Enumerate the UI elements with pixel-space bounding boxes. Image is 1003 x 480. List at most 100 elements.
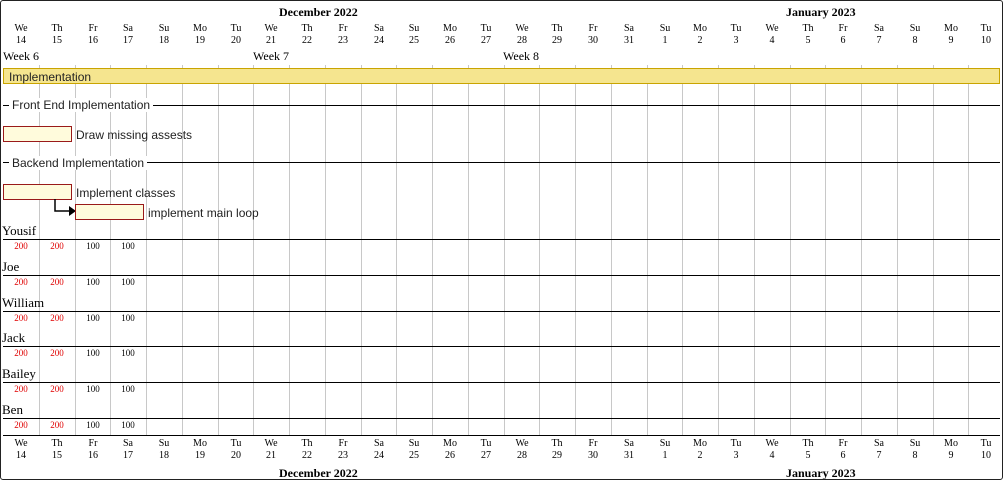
day-number: 4 (769, 35, 775, 46)
resource-row-line (3, 239, 1000, 240)
day-name: Su (659, 23, 671, 34)
group-bar-implementation[interactable] (3, 68, 1000, 84)
day-number: 17 (123, 450, 133, 461)
day-name: We (765, 438, 779, 449)
day-number: 31 (624, 35, 634, 46)
day-number: 23 (338, 450, 348, 461)
day-number: 14 (16, 450, 26, 461)
resource-load-overallocated: 200 (50, 348, 64, 358)
day-name: Th (802, 438, 814, 449)
resource-load: 100 (121, 241, 135, 251)
day-number: 14 (16, 35, 26, 46)
day-number: 3 (733, 450, 739, 461)
day-number: 6 (840, 35, 846, 46)
day-number: 8 (912, 35, 918, 46)
day-number: 10 (981, 450, 991, 461)
resource-name[interactable]: Bailey (2, 366, 36, 381)
day-name: Tu (980, 23, 992, 34)
week-label: Week 6 (3, 49, 40, 63)
day-name: Fr (88, 23, 98, 34)
day-grid-line (39, 65, 40, 435)
day-number: 25 (409, 35, 419, 46)
day-number: 5 (805, 450, 811, 461)
day-number: 24 (374, 450, 384, 461)
resource-load-overallocated: 200 (14, 348, 28, 358)
day-name: Mo (944, 438, 958, 449)
group-label-backend[interactable]: Backend Implementation (9, 156, 148, 170)
day-grid-line (825, 65, 826, 435)
task-bar-main-loop[interactable] (75, 204, 144, 220)
day-name: Tu (730, 438, 742, 449)
day-name: We (14, 23, 28, 34)
day-name: Tu (230, 23, 242, 34)
day-name: Su (158, 438, 170, 449)
group-label-frontend[interactable]: Front End Implementation (9, 98, 154, 112)
day-name: Fr (88, 438, 98, 449)
day-number: 20 (231, 35, 241, 46)
day-number: 17 (123, 35, 133, 46)
day-name: Fr (838, 23, 848, 34)
resource-load-overallocated: 200 (14, 420, 28, 430)
day-number: 22 (302, 35, 312, 46)
day-number: 30 (588, 35, 598, 46)
day-number: 27 (481, 35, 491, 46)
task-bar-implement-classes[interactable] (3, 184, 72, 200)
day-grid-line (718, 65, 719, 435)
resource-row-line (3, 382, 1000, 383)
day-name: Tu (230, 438, 242, 449)
resource-name[interactable]: Ben (2, 402, 23, 417)
day-name: Su (408, 23, 420, 34)
resource-load-overallocated: 200 (50, 384, 64, 394)
day-name: We (264, 23, 278, 34)
resource-row-line (3, 418, 1000, 419)
resource-load-overallocated: 200 (50, 313, 64, 323)
day-grid-line (647, 65, 648, 435)
resource-load: 100 (86, 384, 100, 394)
day-name: Mo (443, 23, 457, 34)
day-number: 31 (624, 450, 634, 461)
resource-name[interactable]: William (2, 295, 45, 310)
day-number: 8 (912, 450, 918, 461)
resource-name[interactable]: Jack (2, 330, 26, 345)
day-grid-line (575, 65, 576, 435)
day-grid-line (432, 65, 433, 435)
resource-load: 100 (121, 348, 135, 358)
resource-name[interactable]: Joe (2, 259, 20, 274)
day-name: Sa (123, 438, 133, 449)
day-number: 7 (876, 450, 882, 461)
group-line-backend (3, 162, 1000, 163)
group-label-implementation: Implementation (9, 70, 92, 84)
day-name: Fr (338, 23, 348, 34)
month-label: January 2023 (786, 5, 856, 19)
day-name: Mo (944, 23, 958, 34)
day-name: Th (51, 438, 63, 449)
task-label-draw-assets: Draw missing assests (76, 128, 193, 142)
day-number: 23 (338, 35, 348, 46)
day-number: 26 (445, 35, 455, 46)
resource-load-overallocated: 200 (14, 313, 28, 323)
month-label: December 2022 (279, 466, 358, 480)
day-number: 30 (588, 450, 598, 461)
day-number: 5 (805, 35, 811, 46)
resource-load: 100 (121, 384, 135, 394)
task-bar-draw-assets[interactable] (3, 126, 72, 142)
month-label: January 2023 (786, 466, 856, 480)
day-number: 18 (159, 35, 169, 46)
day-grid-line (325, 65, 326, 435)
day-name: Sa (874, 23, 884, 34)
day-number: 19 (195, 35, 205, 46)
resource-row-line (3, 346, 1000, 347)
day-grid-line (682, 65, 683, 435)
day-name: Th (301, 438, 313, 449)
day-number: 20 (231, 450, 241, 461)
day-name: Sa (123, 23, 133, 34)
day-name: Th (51, 23, 63, 34)
day-name: Mo (693, 438, 707, 449)
day-grid-line (933, 65, 934, 435)
day-name: Th (551, 23, 563, 34)
day-number: 3 (733, 35, 739, 46)
day-name: Su (909, 438, 921, 449)
day-number: 25 (409, 450, 419, 461)
day-grid-line (396, 65, 397, 435)
resource-name[interactable]: Yousif (2, 223, 37, 238)
